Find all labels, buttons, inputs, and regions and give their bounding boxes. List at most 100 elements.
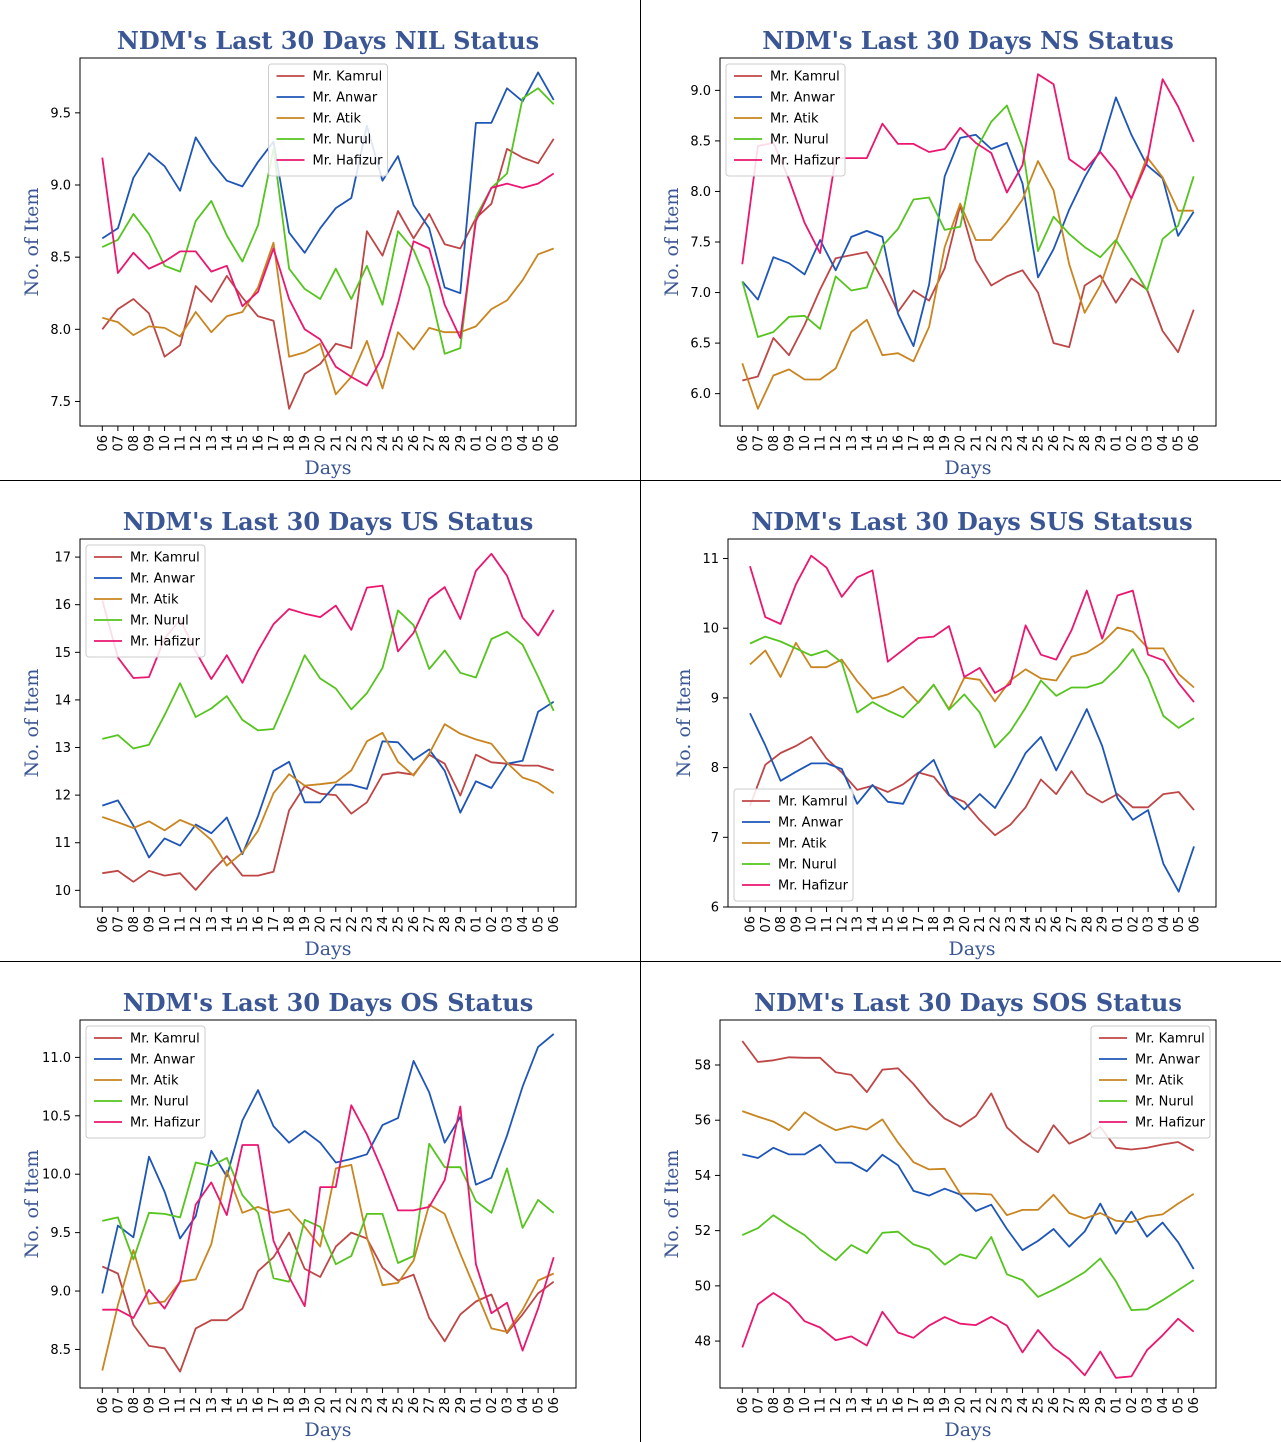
legend: Mr. Kamrul Mr. Anwar Mr. Atik Mr. Nurul Mr. … (85, 1025, 206, 1139)
legend-label-mr-atik: Mr. Atik (313, 112, 362, 127)
y-axis-label: No. of Item (21, 1150, 43, 1259)
plot-area-frame (79, 57, 577, 427)
x-tick-label: 19 (938, 1397, 953, 1414)
chart-panel-sus: NDM's Last 30 Days SUS Statsus 6 7 8 9 10 11 06… (640, 481, 1280, 961)
legend: Mr. Kamrul Mr. Anwar Mr. Atik Mr. Nurul Mr. … (725, 63, 846, 177)
x-tick-label: 28 (1078, 435, 1093, 452)
x-tick-label: 05 (532, 916, 547, 933)
x-tick-label: 13 (851, 916, 866, 933)
x-tick-label: 22 (985, 1397, 1000, 1414)
legend-label-mr-atik: Mr. Atik (1135, 1074, 1184, 1089)
y-tick-label: 9.5 (50, 1226, 71, 1241)
x-tick-label: 14 (220, 435, 235, 452)
x-tick-label: 27 (423, 1397, 438, 1414)
x-tick-label: 22 (345, 916, 360, 933)
legend-label-mr-anwar: Mr. Anwar (770, 91, 835, 106)
x-tick-label: 09 (783, 1397, 798, 1414)
legend-label-mr-hafizur: Mr. Hafizur (130, 635, 201, 650)
series-lines (741, 73, 1195, 410)
x-tick-label: 25 (1032, 435, 1047, 452)
x-tick-label: 18 (923, 1397, 938, 1414)
y-axis-label: No. of Item (673, 669, 695, 778)
x-tick-label: 20 (314, 916, 329, 933)
chart-panel-ns: NDM's Last 30 Days NS Status 6.0 6.5 7.0 7.5… (640, 0, 1280, 480)
series-line-mr-kamrul (741, 1040, 1195, 1154)
x-tick-label: 27 (423, 435, 438, 452)
x-tick-label: 06 (547, 435, 562, 452)
y-tick-label: 14 (54, 693, 71, 708)
x-tick-label: 09 (143, 1397, 158, 1414)
y-tick-label: 12 (54, 789, 71, 804)
x-tick-label: 02 (1125, 435, 1140, 452)
x-tick-label: 06 (736, 435, 751, 452)
x-tick-label: 26 (407, 1397, 422, 1414)
x-axis-label: Days (304, 938, 351, 960)
x-tick-label: 21 (969, 435, 984, 452)
x-tick-label: 07 (111, 1397, 126, 1414)
series-line-mr-atik (749, 626, 1195, 711)
x-tick-label: 13 (205, 435, 220, 452)
y-tick-label: 7.5 (690, 236, 711, 251)
x-tick-label: 08 (767, 435, 782, 452)
series-line-mr-hafizur (741, 73, 1195, 265)
plot-area-frame (79, 1019, 577, 1389)
x-tick-label: 08 (127, 1397, 142, 1414)
x-tick-label: 29 (454, 916, 469, 933)
x-tick-label: 08 (774, 916, 789, 933)
y-tick-label: 8.5 (50, 1343, 71, 1358)
series-line-mr-hafizur (741, 1292, 1195, 1379)
x-tick-label: 23 (1004, 916, 1019, 933)
x-tick-label: 03 (1140, 1397, 1155, 1414)
x-tick-label: 26 (407, 916, 422, 933)
y-tick-label: 6.5 (690, 337, 711, 352)
series-line-mr-anwar (101, 1033, 555, 1294)
x-tick-label: 10 (158, 435, 173, 452)
x-tick-label: 01 (469, 916, 484, 933)
x-tick-label: 01 (469, 1397, 484, 1414)
x-tick-label: 29 (1094, 435, 1109, 452)
x-tick-label: 11 (174, 916, 189, 933)
x-tick-label: 21 (973, 916, 988, 933)
series-line-mr-atik (102, 241, 555, 396)
chart-svg: NDM's Last 30 Days NIL Status 7.5 8.0 8.5 9.… (21, 26, 577, 479)
x-tick-label: 01 (1111, 916, 1126, 933)
x-tick-label: 22 (988, 916, 1003, 933)
legend-box (733, 788, 854, 902)
legend: Mr. Kamrul Mr. Anwar Mr. Atik Mr. Nurul Mr. … (85, 544, 206, 658)
x-tick-label: 02 (1126, 916, 1141, 933)
series-lines (741, 1040, 1195, 1379)
x-tick-label: 10 (798, 1397, 813, 1414)
legend-label-mr-atik: Mr. Atik (778, 837, 827, 852)
x-tick-label: 15 (236, 435, 251, 452)
x-tick-label: 12 (835, 916, 850, 933)
series-line-mr-nurul (741, 1214, 1195, 1312)
x-tick-label: 25 (392, 916, 407, 933)
horizontal-divider-bottom (0, 961, 1281, 962)
x-tick-label: 29 (454, 1397, 469, 1414)
x-tick-label: 04 (516, 1397, 531, 1414)
x-tick-label: 27 (1065, 916, 1080, 933)
x-tick-label: 03 (1140, 435, 1155, 452)
x-tick-label: 05 (1172, 916, 1187, 933)
y-tick-label: 8.5 (690, 134, 711, 149)
x-axis-label: Days (304, 1419, 351, 1441)
x-tick-label: 18 (923, 435, 938, 452)
x-tick-label: 17 (267, 1397, 282, 1414)
x-tick-label: 06 (1187, 1397, 1202, 1414)
y-tick-label: 11 (54, 836, 71, 851)
x-tick-label: 17 (907, 435, 922, 452)
plot-area-frame (727, 538, 1217, 908)
chart-svg: NDM's Last 30 Days NS Status 6.0 6.5 7.0 7.5… (661, 26, 1217, 479)
x-tick-label: 17 (267, 916, 282, 933)
x-axis-label: Days (944, 457, 991, 479)
x-tick-label: 09 (789, 916, 804, 933)
x-tick-label: 27 (423, 916, 438, 933)
horizontal-divider-top (0, 480, 1281, 481)
y-tick-label: 13 (54, 741, 71, 756)
x-tick-label: 25 (392, 435, 407, 452)
x-tick-label: 16 (891, 435, 906, 452)
series-line-mr-nurul (741, 104, 1195, 338)
x-tick-label: 24 (1019, 916, 1034, 933)
x-tick-label: 23 (1000, 1397, 1015, 1414)
x-tick-label: 16 (891, 1397, 906, 1414)
